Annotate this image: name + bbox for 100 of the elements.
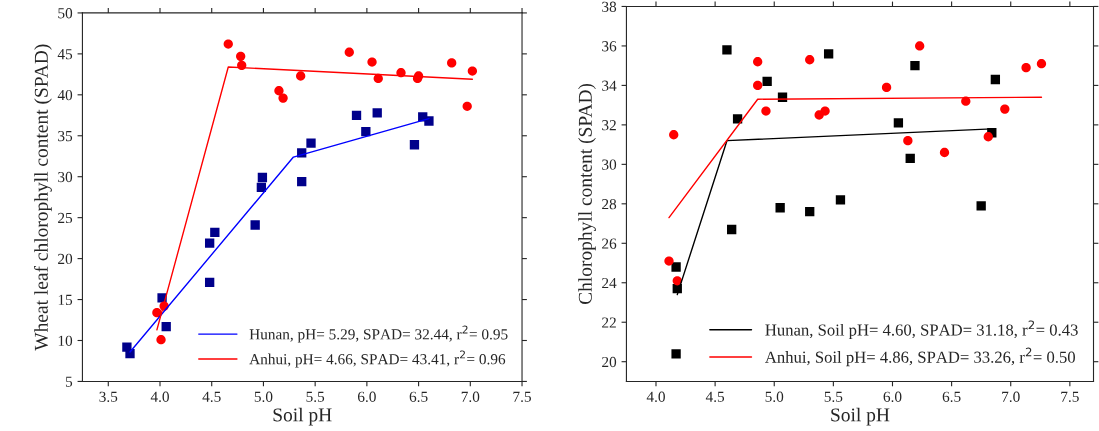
- point: [125, 348, 135, 359]
- y-tick-label: 10: [58, 335, 73, 346]
- y-tick-label: 32: [602, 120, 616, 131]
- point: [893, 118, 904, 128]
- point: [823, 49, 834, 59]
- point: [447, 58, 457, 68]
- x-tick-label: 4.0: [150, 391, 169, 402]
- point: [732, 114, 743, 124]
- x-axis-title: Soil pH: [273, 407, 332, 426]
- y-tick-label: 30: [602, 159, 617, 170]
- point: [727, 224, 737, 235]
- point: [881, 82, 892, 93]
- point: [990, 74, 1001, 85]
- point: [805, 207, 815, 217]
- y-tick-label: 25: [58, 212, 73, 224]
- y-tick-label: 26: [602, 238, 617, 249]
- x-tick-label: 5.0: [765, 391, 784, 402]
- y-tick-label: 45: [57, 49, 73, 60]
- point: [820, 106, 830, 116]
- y-tick-label: 15: [58, 294, 73, 305]
- point: [762, 76, 772, 87]
- point: [664, 256, 674, 266]
- point: [278, 93, 288, 103]
- x-tick-label: 7.0: [1002, 391, 1020, 402]
- point: [204, 277, 215, 288]
- x-tick-label: 5.0: [254, 391, 273, 402]
- point: [204, 238, 215, 248]
- point: [805, 55, 815, 65]
- point: [672, 276, 682, 286]
- point: [373, 73, 383, 84]
- point: [306, 138, 316, 148]
- point: [671, 262, 681, 272]
- point: [915, 41, 925, 51]
- point: [753, 80, 763, 91]
- x-tick-label: 3.5: [99, 391, 118, 402]
- point: [236, 51, 246, 61]
- point: [223, 39, 233, 49]
- y-tick-label: 24: [602, 277, 617, 289]
- point: [753, 57, 763, 67]
- y-tick-label: 30: [58, 171, 73, 183]
- point: [1000, 104, 1010, 114]
- point: [669, 130, 679, 140]
- y-tick-label: 22: [602, 317, 616, 328]
- x-tick-label: 4.0: [646, 391, 665, 402]
- point: [296, 71, 306, 81]
- x-tick-label: 6.5: [409, 391, 428, 402]
- y-tick-label: 5: [65, 376, 73, 387]
- point: [250, 220, 260, 230]
- legend-label: Hunan, Soil pH= 4.60, SPAD= 31.18, r$^{2}$= 0.43: [765, 320, 1078, 340]
- legend-label: Anhui, Soil pH= 4.86, SPAD= 33.26, r$^{2}$= 0.50: [765, 347, 1075, 367]
- point: [409, 140, 420, 150]
- point: [257, 172, 268, 183]
- x-tick-label: 5.5: [824, 391, 843, 402]
- point: [1036, 59, 1047, 69]
- y-tick-label: 38: [602, 1, 617, 12]
- point: [210, 227, 220, 238]
- point: [761, 106, 771, 116]
- point: [161, 321, 171, 332]
- y-tick-label: 36: [602, 41, 617, 52]
- y-tick-label: 20: [602, 356, 617, 368]
- x-tick-label: 6.5: [942, 391, 961, 402]
- point: [297, 176, 307, 187]
- y-tick-label: 50: [58, 8, 73, 19]
- y-tick-label: 34: [602, 80, 617, 91]
- point: [462, 101, 472, 111]
- point: [983, 132, 993, 142]
- point: [467, 66, 478, 76]
- point: [344, 47, 354, 57]
- x-tick-label: 7.0: [461, 391, 480, 402]
- point: [351, 110, 362, 120]
- point: [903, 136, 913, 146]
- legend-label: Hunan, pH= 5.29, SPAD= 32.44, r$^{2}$= 0.95: [249, 325, 508, 343]
- point: [1021, 62, 1031, 73]
- point: [671, 349, 681, 359]
- y-tick-label: 40: [57, 89, 73, 101]
- x-axis-title: Soil pH: [831, 407, 890, 426]
- point: [910, 61, 920, 71]
- y-axis-title: Wheat leaf chlorophyll content (SPAD): [33, 44, 52, 351]
- point: [775, 203, 785, 213]
- point: [835, 195, 846, 205]
- x-tick-label: 4.5: [202, 391, 221, 402]
- y-tick-label: 28: [602, 198, 617, 210]
- x-tick-label: 5.5: [306, 391, 325, 402]
- x-tick-label: 7.5: [1061, 391, 1079, 402]
- x-tick-label: 6.0: [883, 391, 902, 402]
- point: [722, 45, 732, 55]
- point: [361, 127, 371, 137]
- point: [274, 86, 284, 96]
- x-tick-label: 6.0: [357, 391, 376, 402]
- y-tick-label: 35: [58, 130, 73, 142]
- x-tick-label: 7.5: [513, 391, 531, 402]
- point: [152, 307, 162, 318]
- point: [905, 153, 915, 164]
- y-axis-title: Chlorophyll content (SPAD): [578, 83, 596, 305]
- y-tick-label: 20: [58, 253, 73, 265]
- point: [372, 108, 382, 118]
- point: [939, 147, 950, 158]
- point: [424, 116, 434, 126]
- point: [156, 335, 166, 345]
- legend-label: Anhui, pH= 4.66, SPAD= 43.41, r$^{2}$= 0.96: [249, 350, 506, 368]
